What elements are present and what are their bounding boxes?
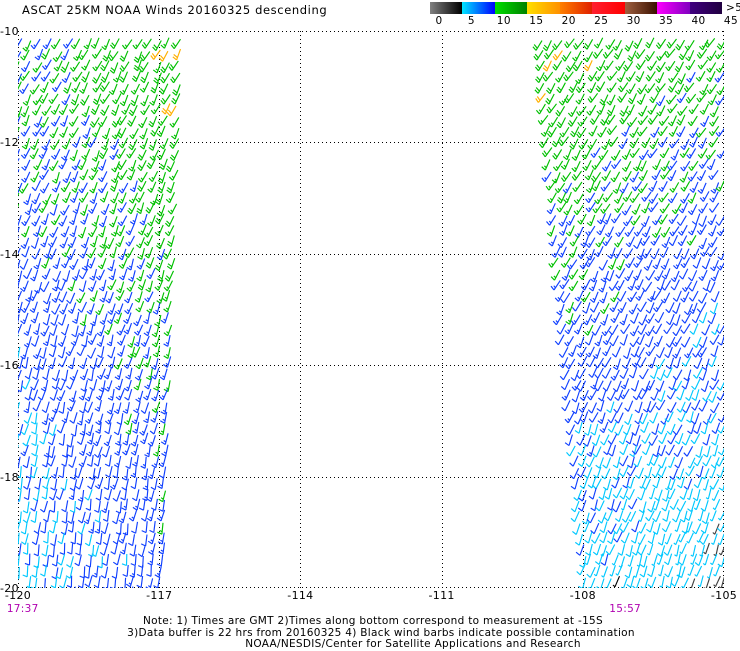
- footer-note-1: Note: 1) Times are GMT 2)Times along bot…: [0, 616, 740, 628]
- colorbar-tick-10: 10: [497, 15, 511, 27]
- colorbar-gradient-strip: [430, 2, 722, 14]
- colorbar-unit-label: >50 knots: [726, 2, 740, 14]
- colorbar-tick-40: 40: [691, 15, 705, 27]
- footer-credit: NOAA/NESDIS/Center for Satellite Applica…: [0, 639, 740, 651]
- swath-west-swath: [18, 38, 181, 588]
- y-axis-tick--10: -10: [0, 25, 16, 38]
- y-axis-tick--12: -12: [0, 136, 16, 149]
- x-axis-tick--120: -120: [5, 589, 31, 602]
- colorbar-tick-20: 20: [562, 15, 576, 27]
- colorbar-tick-45: 45: [724, 15, 738, 27]
- colorbar-segment-15-20: [527, 2, 559, 14]
- colorbar-segment-5-10: [462, 2, 494, 14]
- x-axis-tick--114: -114: [287, 589, 313, 602]
- colorbar-segment-40-45: [690, 2, 722, 14]
- colorbar-segment-20-25: [560, 2, 592, 14]
- colorbar-tick-0: 0: [435, 15, 442, 27]
- page-title: ASCAT 25KM NOAA Winds 20160325 descendin…: [22, 3, 327, 17]
- y-axis-tick--18: -18: [0, 471, 16, 484]
- swath-time-label-1557: 15:57: [609, 603, 641, 615]
- x-axis-tick--117: -117: [146, 589, 172, 602]
- colorbar-segment-35-40: [657, 2, 689, 14]
- y-axis-tick--20: -20: [0, 582, 16, 595]
- colorbar-tick-5: 5: [468, 15, 475, 27]
- colorbar-segment-10-15: [495, 2, 527, 14]
- footer-notes: Note: 1) Times are GMT 2)Times along bot…: [0, 616, 740, 651]
- wind-barb-plot-area: [18, 31, 724, 588]
- x-axis-tick--105: -105: [711, 589, 737, 602]
- x-axis-tick--111: -111: [429, 589, 455, 602]
- colorbar-segment-0-5: [430, 2, 462, 14]
- swath-east-swath: [533, 38, 724, 588]
- y-axis-tick--14: -14: [0, 248, 16, 261]
- colorbar-segment-25-30: [592, 2, 624, 14]
- colorbar-tick-30: 30: [627, 15, 641, 27]
- y-axis-tick--16: -16: [0, 359, 16, 372]
- wind-barb-canvas: [18, 31, 724, 588]
- colorbar-tick-15: 15: [529, 15, 543, 27]
- colorbar-tick-35: 35: [659, 15, 673, 27]
- x-axis-tick--108: -108: [570, 589, 596, 602]
- swath-time-label-1737: 17:37: [7, 603, 39, 615]
- colorbar-segment-30-35: [625, 2, 657, 14]
- colorbar-tick-25: 25: [594, 15, 608, 27]
